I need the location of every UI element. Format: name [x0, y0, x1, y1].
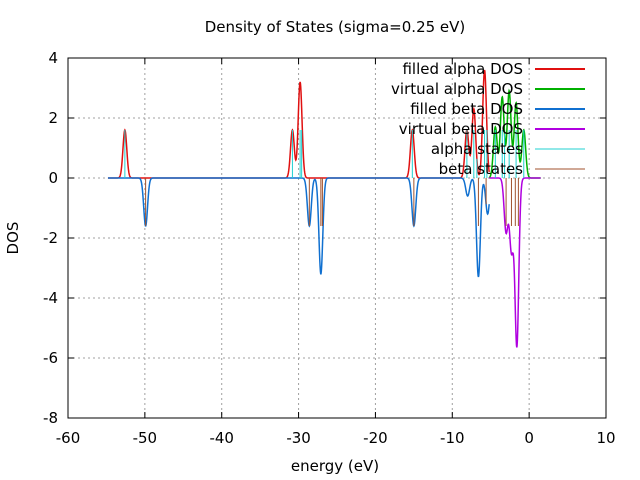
- series-layer: [107, 69, 541, 348]
- legend-label: alpha states: [431, 140, 523, 158]
- y-tick-label: -8: [43, 409, 58, 427]
- x-tick-label: -60: [56, 429, 81, 447]
- y-tick-label: -4: [43, 289, 58, 307]
- x-tick-label: 10: [596, 429, 615, 447]
- legend-label: beta states: [439, 160, 524, 178]
- y-tick-label: -6: [43, 349, 58, 367]
- y-tick-label: 0: [48, 169, 58, 187]
- x-tick-label: -50: [133, 429, 158, 447]
- series-filled-beta-DOS: [107, 177, 490, 278]
- legend: filled alpha DOS virtual alpha DOS filled …: [391, 60, 585, 178]
- x-tick-label: -30: [286, 429, 311, 447]
- x-axis-label: energy (eV): [291, 457, 379, 475]
- x-tick-label: -10: [440, 429, 465, 447]
- chart-title: Density of States (sigma=0.25 eV): [205, 18, 466, 36]
- x-tick-label: 0: [524, 429, 534, 447]
- y-tick-label: 4: [48, 49, 58, 67]
- legend-label: filled alpha DOS: [402, 60, 523, 78]
- y-tick-label: -2: [43, 229, 58, 247]
- x-tick-label: -20: [363, 429, 388, 447]
- x-tick-label: -40: [209, 429, 234, 447]
- y-tick-label: 2: [48, 109, 58, 127]
- y-axis-label: DOS: [4, 222, 22, 255]
- legend-label: virtual alpha DOS: [391, 80, 523, 98]
- legend-label: virtual beta DOS: [399, 120, 523, 138]
- series-virtual-beta-DOS: [489, 177, 541, 348]
- grid: [68, 58, 606, 418]
- legend-label: filled beta DOS: [410, 100, 523, 118]
